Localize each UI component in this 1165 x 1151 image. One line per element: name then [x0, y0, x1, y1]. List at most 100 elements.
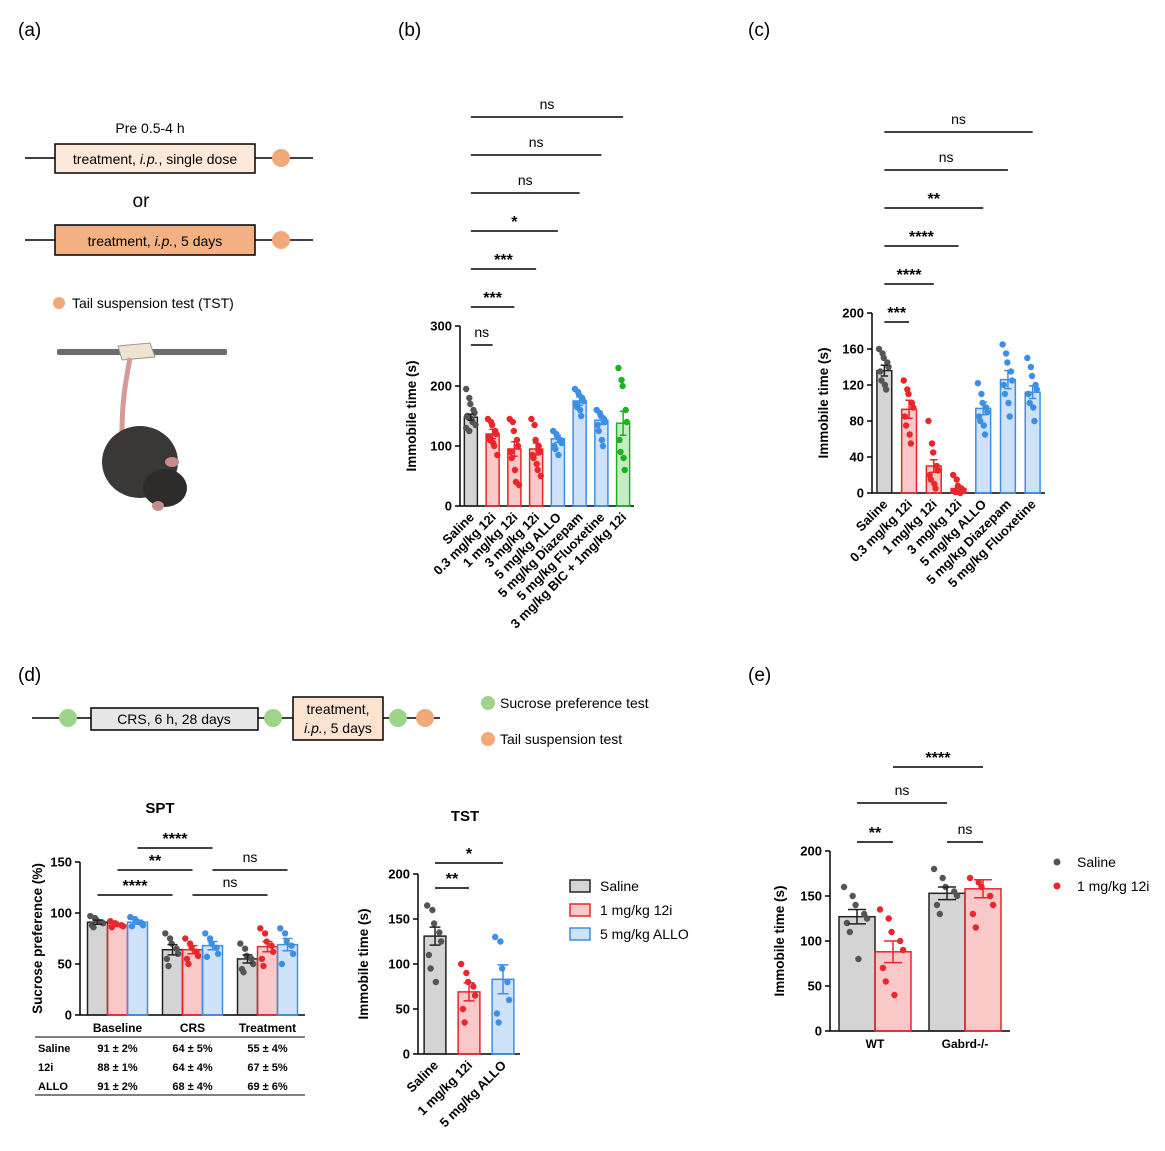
significance-label: ****: [897, 267, 923, 284]
data-point: [1030, 404, 1037, 411]
data-point: [885, 915, 892, 922]
paw: [165, 457, 179, 467]
data-point: [619, 382, 626, 390]
tst-dot: [272, 149, 290, 167]
data-point: [289, 950, 297, 957]
error-bar: [1004, 369, 1012, 390]
data-point: [99, 920, 107, 927]
data-point: [999, 341, 1006, 348]
data-point: [494, 451, 501, 459]
legend-dot: [481, 696, 495, 710]
data-point: [257, 925, 264, 932]
error-bar: [167, 943, 178, 956]
data-point: [1008, 377, 1016, 384]
data-point: [261, 930, 269, 937]
legend-label: Saline: [600, 878, 639, 894]
table-cell: 68 ± 4%: [172, 1081, 213, 1093]
data-point: [277, 925, 284, 932]
data-point: [182, 935, 189, 942]
data-point: [464, 978, 472, 986]
data-point: [1027, 363, 1035, 371]
x-tick-label: CRS: [180, 1021, 205, 1035]
data-point: [1028, 372, 1036, 380]
significance-label: ****: [926, 750, 952, 767]
error-bar: [489, 428, 496, 440]
data-point: [510, 427, 518, 435]
data-point: [430, 920, 438, 927]
error-bar: [598, 415, 605, 426]
data-point: [580, 397, 587, 405]
data-point: [558, 439, 565, 447]
significance-label: **: [446, 871, 459, 888]
treatment-box: [292, 696, 384, 741]
data-point: [907, 440, 915, 447]
treatment-label: treatment, i.p., 5 days: [88, 233, 223, 249]
y-tick-label: 150: [800, 889, 822, 904]
bar: [838, 915, 876, 1032]
data-point: [534, 466, 541, 474]
data-point: [595, 427, 602, 435]
data-point: [249, 960, 257, 968]
error-bar: [880, 364, 889, 377]
data-point: [258, 955, 266, 963]
data-point: [536, 448, 543, 456]
y-tick-label: 0: [815, 1024, 822, 1039]
table-row-label: 12i: [38, 1062, 53, 1074]
data-point: [461, 1019, 468, 1026]
data-point: [978, 390, 985, 398]
legend-dot: [53, 297, 65, 309]
data-point: [139, 922, 147, 929]
data-point: [163, 955, 171, 963]
head: [143, 469, 187, 507]
legend-label: Tail suspension test (TST): [72, 295, 234, 311]
data-point: [1004, 359, 1011, 366]
legend-label: Tail suspension test: [500, 731, 622, 747]
data-point: [949, 471, 957, 479]
data-point: [843, 919, 851, 927]
data-point: [260, 962, 267, 970]
data-point: [457, 960, 465, 968]
data-point: [929, 449, 937, 456]
data-point: [855, 955, 862, 963]
data-point: [436, 929, 443, 936]
panel-label: (a): [18, 20, 41, 41]
y-tick-label: 300: [430, 319, 452, 334]
spt-table: [35, 1036, 305, 1096]
data-point: [623, 418, 630, 426]
error-bar: [132, 919, 143, 925]
significance-label: ns: [529, 134, 544, 150]
data-point: [1031, 417, 1038, 425]
table-cell: 64 ± 5%: [172, 1043, 213, 1055]
y-tick-label: 40: [850, 450, 864, 465]
data-point: [910, 404, 917, 411]
chart: 0 50 100 150 Sucrose preference (%) SPT Baseli…: [30, 800, 689, 1035]
error-bar: [262, 940, 273, 953]
table-cell: 91 ± 2%: [97, 1043, 138, 1055]
data-point: [953, 892, 961, 900]
y-axis-label: Immobile time (s): [772, 885, 787, 996]
data-point: [248, 955, 255, 963]
data-point: [87, 912, 94, 920]
x-tick-label: Gabrd-/-: [942, 1037, 989, 1051]
data-point: [594, 421, 601, 429]
error-bar: [511, 441, 518, 457]
data-point: [497, 938, 504, 945]
y-tick-label: 100: [388, 957, 410, 972]
data-point: [846, 928, 853, 936]
data-point: [206, 935, 214, 942]
data-point: [530, 454, 537, 462]
data-point: [168, 940, 175, 947]
data-point: [425, 951, 433, 959]
error-bar: [497, 964, 509, 995]
data-point: [432, 978, 440, 986]
treatment-label: i.p., 5 days: [304, 720, 372, 736]
error-bar: [974, 879, 992, 899]
data-point: [977, 417, 984, 425]
data-point: [925, 417, 932, 425]
data-point: [493, 430, 500, 438]
table-row-label: Saline: [38, 1043, 70, 1055]
data-point: [969, 910, 977, 918]
data-point: [515, 481, 523, 489]
data-point: [840, 883, 848, 891]
